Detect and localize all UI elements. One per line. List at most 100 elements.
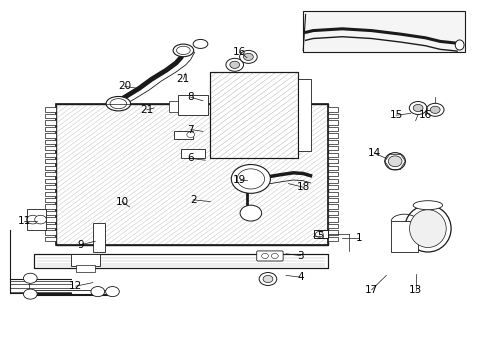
- Bar: [45, 114, 56, 118]
- Text: 8: 8: [187, 92, 194, 102]
- Bar: [327, 237, 338, 241]
- Bar: [45, 107, 56, 112]
- Circle shape: [91, 287, 104, 297]
- Circle shape: [271, 253, 278, 258]
- Ellipse shape: [173, 44, 193, 57]
- Bar: [327, 107, 338, 112]
- Bar: [45, 133, 56, 138]
- Bar: [45, 217, 56, 222]
- Bar: [27, 209, 46, 230]
- Text: 15: 15: [388, 110, 402, 120]
- Text: 17: 17: [364, 285, 378, 295]
- Circle shape: [231, 165, 270, 193]
- Text: 14: 14: [366, 148, 380, 158]
- Ellipse shape: [387, 156, 401, 167]
- Circle shape: [240, 205, 261, 221]
- Bar: [45, 237, 56, 241]
- Bar: [303, 11, 464, 52]
- Ellipse shape: [193, 40, 207, 49]
- Bar: [327, 224, 338, 228]
- Bar: [210, 72, 298, 158]
- Bar: [327, 140, 338, 144]
- Circle shape: [225, 58, 243, 71]
- Ellipse shape: [454, 40, 463, 50]
- Circle shape: [315, 231, 323, 237]
- Text: 10: 10: [116, 197, 128, 207]
- Text: 6: 6: [187, 153, 194, 163]
- Ellipse shape: [384, 153, 405, 170]
- Bar: [76, 265, 95, 272]
- Bar: [45, 140, 56, 144]
- Bar: [45, 146, 56, 150]
- Bar: [210, 72, 298, 158]
- Bar: [45, 192, 56, 196]
- Bar: [34, 254, 327, 268]
- Circle shape: [243, 53, 253, 60]
- Text: 19: 19: [232, 175, 246, 185]
- Text: 21: 21: [140, 105, 153, 115]
- Circle shape: [23, 289, 37, 299]
- Text: 21: 21: [176, 74, 190, 84]
- Bar: [327, 120, 338, 125]
- Bar: [327, 198, 338, 202]
- Bar: [45, 224, 56, 228]
- Bar: [327, 159, 338, 163]
- Circle shape: [408, 102, 426, 114]
- Bar: [327, 230, 338, 235]
- Bar: [314, 230, 327, 238]
- Text: 12: 12: [69, 281, 82, 291]
- Bar: [327, 166, 338, 170]
- Bar: [327, 114, 338, 118]
- Circle shape: [261, 253, 268, 258]
- Text: 2: 2: [189, 195, 196, 205]
- Bar: [327, 185, 338, 189]
- Bar: [45, 179, 56, 183]
- Bar: [45, 211, 56, 215]
- Bar: [45, 153, 56, 157]
- Text: 18: 18: [296, 182, 309, 192]
- Bar: [327, 153, 338, 157]
- Bar: [181, 149, 205, 158]
- Bar: [327, 211, 338, 215]
- Text: 16: 16: [418, 110, 431, 120]
- Circle shape: [263, 275, 272, 283]
- Ellipse shape: [176, 46, 190, 54]
- Text: 7: 7: [187, 125, 194, 135]
- Circle shape: [429, 106, 439, 113]
- Bar: [45, 185, 56, 189]
- Bar: [45, 230, 56, 235]
- Circle shape: [186, 132, 194, 138]
- Bar: [34, 254, 327, 268]
- Bar: [45, 204, 56, 209]
- Text: 5: 5: [316, 231, 323, 241]
- Text: 9: 9: [77, 240, 84, 250]
- Bar: [56, 104, 327, 245]
- Text: 11: 11: [18, 216, 31, 226]
- Circle shape: [259, 273, 276, 285]
- Bar: [327, 127, 338, 131]
- Bar: [45, 198, 56, 202]
- Circle shape: [237, 169, 264, 189]
- Bar: [327, 192, 338, 196]
- Bar: [168, 101, 178, 112]
- Ellipse shape: [409, 210, 445, 248]
- Bar: [71, 254, 100, 266]
- Circle shape: [426, 103, 443, 116]
- Bar: [173, 131, 193, 139]
- Bar: [390, 221, 417, 252]
- Bar: [45, 127, 56, 131]
- Text: 1: 1: [355, 233, 362, 243]
- Bar: [327, 133, 338, 138]
- Bar: [93, 223, 105, 252]
- Circle shape: [239, 50, 257, 63]
- Circle shape: [229, 61, 239, 68]
- Bar: [45, 159, 56, 163]
- Ellipse shape: [106, 96, 130, 111]
- Bar: [327, 146, 338, 150]
- Circle shape: [27, 215, 39, 224]
- Circle shape: [105, 287, 119, 297]
- Text: 3: 3: [297, 251, 304, 261]
- Bar: [45, 172, 56, 176]
- Text: 13: 13: [408, 285, 422, 295]
- Circle shape: [412, 104, 422, 112]
